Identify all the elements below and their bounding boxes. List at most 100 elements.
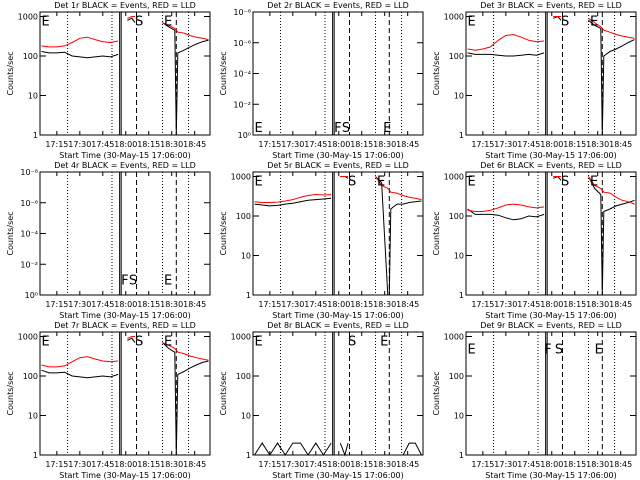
y-axis-label: Counts/sec bbox=[219, 211, 228, 255]
x-tick-label: 17:45 bbox=[91, 460, 114, 469]
x-axis-label: Start Time (30-May-15 17:06:00) bbox=[485, 311, 616, 320]
y-tick-label: 10⁻⁶ bbox=[233, 39, 251, 48]
x-tick-label: 17:15 bbox=[45, 300, 68, 309]
y-axis-label: Counts/sec bbox=[6, 211, 15, 255]
x-tick-label: 18:45 bbox=[183, 460, 206, 469]
y-tick-label: 10⁰ bbox=[25, 291, 38, 300]
y-tick-label: 1 bbox=[33, 131, 38, 140]
x-tick-label: 18:00 bbox=[540, 300, 563, 309]
x-tick-label: 18:30 bbox=[160, 460, 183, 469]
x-tick-label: 18:45 bbox=[609, 140, 632, 149]
y-axis-label: Counts/sec bbox=[432, 371, 441, 415]
panel-title: Det 3r BLACK = Events, RED = LLD bbox=[480, 1, 622, 10]
x-tick-label: 18:45 bbox=[183, 140, 206, 149]
y-tick-label: 100 bbox=[23, 372, 38, 381]
x-tick-label: 17:30 bbox=[68, 300, 91, 309]
x-tick-label: 17:30 bbox=[68, 460, 91, 469]
panel-title: Det 4r BLACK = Events, RED = LLD bbox=[54, 161, 196, 170]
x-axis-label: Start Time (30-May-15 17:06:00) bbox=[59, 151, 190, 160]
plot-frame bbox=[252, 11, 424, 136]
event-label: S bbox=[561, 14, 569, 29]
x-axis-label: Start Time (30-May-15 17:06:00) bbox=[59, 311, 190, 320]
x-tick-label: 17:30 bbox=[494, 300, 517, 309]
x-tick-label: 17:30 bbox=[281, 300, 304, 309]
event-label: E bbox=[164, 274, 172, 289]
x-tick-label: 18:30 bbox=[586, 460, 609, 469]
y-tick-label: 10 bbox=[454, 92, 464, 101]
x-tick-label: 18:45 bbox=[609, 460, 632, 469]
plot-frame bbox=[252, 171, 424, 296]
event-label: S bbox=[348, 174, 356, 189]
y-axis-label: Counts/sec bbox=[219, 51, 228, 95]
event-label: E bbox=[468, 342, 476, 357]
x-tick-label: 18:00 bbox=[114, 300, 137, 309]
y-tick-label: 1 bbox=[33, 451, 38, 460]
y-tick-label: 1 bbox=[459, 131, 464, 140]
event-label: E bbox=[255, 121, 263, 136]
y-tick-label: 10 bbox=[241, 412, 251, 421]
y-tick-label: 1000 bbox=[444, 13, 464, 22]
y-tick-label: 100 bbox=[236, 372, 251, 381]
x-axis-label: Start Time (30-May-15 17:06:00) bbox=[272, 151, 403, 160]
y-axis-label: Counts/sec bbox=[432, 51, 441, 95]
series-line bbox=[41, 337, 209, 456]
event-label: S bbox=[348, 334, 356, 349]
y-tick-label: 10⁻⁴ bbox=[233, 70, 251, 79]
x-tick-label: 17:45 bbox=[517, 460, 540, 469]
event-label: E bbox=[42, 14, 50, 29]
x-tick-label: 17:30 bbox=[494, 140, 517, 149]
event-label: E bbox=[595, 342, 603, 357]
event-label: E bbox=[468, 174, 476, 189]
event-label: S bbox=[342, 121, 350, 136]
y-axis-label: Counts/sec bbox=[219, 371, 228, 415]
x-axis-label: Start Time (30-May-15 17:06:00) bbox=[59, 471, 190, 480]
event-label: S bbox=[135, 334, 143, 349]
x-tick-label: 18:15 bbox=[563, 460, 586, 469]
panel-title: Det 1r BLACK = Events, RED = LLD bbox=[54, 1, 196, 10]
x-tick-label: 18:00 bbox=[327, 300, 350, 309]
x-tick-label: 18:00 bbox=[540, 140, 563, 149]
event-label: F bbox=[334, 121, 341, 136]
x-tick-label: 18:15 bbox=[350, 300, 373, 309]
y-tick-label: 1000 bbox=[444, 173, 464, 182]
series-line bbox=[467, 16, 635, 51]
series-line bbox=[41, 16, 209, 48]
y-tick-label: 10⁻⁸ bbox=[20, 168, 38, 177]
event-label: F bbox=[121, 274, 128, 289]
plot-frame bbox=[465, 331, 637, 456]
panel-title: Det 9r BLACK = Events, RED = LLD bbox=[480, 321, 622, 330]
plot-frame bbox=[39, 331, 211, 456]
x-tick-label: 18:30 bbox=[373, 300, 396, 309]
x-tick-label: 17:15 bbox=[45, 140, 68, 149]
x-tick-label: 18:30 bbox=[160, 300, 183, 309]
y-tick-label: 100 bbox=[236, 212, 251, 221]
x-tick-label: 17:30 bbox=[281, 140, 304, 149]
y-tick-label: 10 bbox=[454, 412, 464, 421]
y-axis-label: Counts/sec bbox=[6, 371, 15, 415]
event-label: E bbox=[42, 334, 50, 349]
x-tick-label: 17:45 bbox=[304, 300, 327, 309]
x-axis-label: Start Time (30-May-15 17:06:00) bbox=[272, 311, 403, 320]
x-tick-label: 17:15 bbox=[471, 300, 494, 309]
x-tick-label: 18:00 bbox=[114, 460, 137, 469]
x-tick-label: 18:15 bbox=[563, 300, 586, 309]
x-tick-label: 17:45 bbox=[517, 140, 540, 149]
y-tick-label: 1000 bbox=[231, 333, 251, 342]
event-label: E bbox=[380, 334, 388, 349]
event-label: E bbox=[255, 334, 263, 349]
event-label: E bbox=[383, 121, 391, 136]
x-tick-label: 17:45 bbox=[91, 140, 114, 149]
series-line bbox=[254, 176, 422, 203]
series-line bbox=[467, 15, 635, 136]
event-label: S bbox=[555, 342, 563, 357]
y-tick-label: 1 bbox=[459, 451, 464, 460]
event-label: E bbox=[164, 334, 172, 349]
y-tick-label: 10 bbox=[28, 92, 38, 101]
x-tick-label: 18:15 bbox=[563, 140, 586, 149]
x-tick-label: 18:15 bbox=[137, 460, 160, 469]
y-tick-label: 1000 bbox=[18, 333, 38, 342]
x-tick-label: 18:15 bbox=[350, 460, 373, 469]
y-tick-label: 1 bbox=[246, 291, 251, 300]
y-axis-label: Counts/sec bbox=[6, 51, 15, 95]
